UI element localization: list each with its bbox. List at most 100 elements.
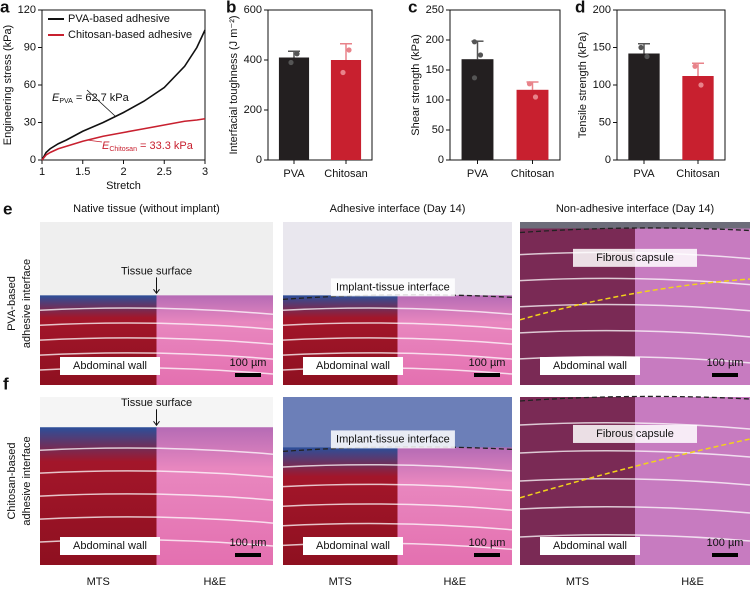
annotation-leader bbox=[86, 89, 116, 117]
x-tick-label: PVA bbox=[633, 168, 655, 180]
x-tick-label: Chitosan bbox=[324, 168, 367, 180]
annotation-box bbox=[60, 357, 160, 375]
data-point bbox=[698, 82, 704, 88]
fiber bbox=[519, 303, 751, 312]
scale-bar bbox=[235, 553, 261, 557]
y-tick-label: 200 bbox=[593, 4, 611, 16]
y-tick-label: 120 bbox=[18, 4, 36, 16]
x-tick-label: 2.5 bbox=[157, 166, 172, 178]
fiber bbox=[39, 322, 274, 330]
bar bbox=[461, 59, 494, 161]
scale-bar bbox=[235, 373, 261, 377]
data-point bbox=[471, 75, 478, 81]
scale-bar bbox=[474, 553, 500, 557]
data-point bbox=[340, 69, 346, 76]
y-tick-label: 0 bbox=[30, 154, 36, 166]
interface-line bbox=[519, 395, 751, 402]
data-point bbox=[477, 52, 484, 58]
row-label: Chitosan-based bbox=[6, 442, 18, 519]
column-header: Non-adhesive interface (Day 14) bbox=[556, 203, 714, 215]
y-tick-label: 100 bbox=[593, 79, 611, 91]
annotation: EChitosan = 33.3 kPa bbox=[102, 140, 194, 153]
column-header: Adhesive interface (Day 14) bbox=[330, 203, 466, 215]
scale-bar-label: 100 µm bbox=[707, 537, 744, 549]
bar bbox=[682, 76, 714, 160]
y-tick-label: 50 bbox=[599, 116, 611, 128]
panel-letter: f bbox=[3, 374, 9, 393]
y-axis-label: Interfacial toughness (J m⁻²) bbox=[228, 15, 240, 154]
image-annotation: Abdominal wall bbox=[73, 540, 147, 552]
fiber bbox=[519, 478, 751, 486]
data-point bbox=[471, 39, 478, 45]
data-point bbox=[346, 47, 352, 53]
fiber bbox=[39, 447, 274, 455]
data-point bbox=[294, 51, 300, 57]
y-tick-label: 50 bbox=[432, 124, 444, 136]
row-label: PVA-based bbox=[6, 276, 18, 331]
annotation-symbol: E bbox=[102, 140, 110, 152]
annotation-box bbox=[540, 537, 640, 555]
legend-label: PVA-based adhesive bbox=[68, 13, 170, 25]
fiber bbox=[519, 450, 751, 458]
image-annotation: Abdominal wall bbox=[73, 360, 147, 372]
x-tick-label: 1 bbox=[39, 166, 45, 178]
fiber bbox=[519, 277, 751, 286]
x-tick-label: 1.5 bbox=[75, 166, 90, 178]
annotation: EPVA = 62.7 kPa bbox=[52, 92, 130, 105]
y-axis-label: Engineering stress (kPa) bbox=[2, 25, 14, 145]
annotation-box bbox=[540, 357, 640, 375]
y-tick-label: 200 bbox=[426, 34, 444, 46]
annotation-box bbox=[330, 278, 455, 297]
annotation-symbol: E bbox=[52, 92, 60, 104]
y-tick-label: 250 bbox=[426, 4, 444, 16]
panel-letter: c bbox=[408, 0, 417, 16]
image-annotation: Implant-tissue interface bbox=[336, 281, 450, 293]
x-tick-label: 2 bbox=[120, 166, 126, 178]
data-point bbox=[526, 81, 533, 87]
interface-line bbox=[519, 227, 751, 234]
scale-bar-label: 100 µm bbox=[469, 537, 506, 549]
annotation-subscript: PVA bbox=[59, 98, 73, 105]
y-tick-label: 30 bbox=[24, 116, 36, 128]
annotation-box bbox=[330, 430, 455, 449]
x-tick-label: PVA bbox=[283, 168, 305, 180]
fiber bbox=[39, 307, 274, 316]
fiber bbox=[282, 464, 513, 472]
y-tick-label: 150 bbox=[593, 41, 611, 53]
fiber bbox=[282, 337, 513, 345]
annotation-box bbox=[303, 537, 403, 555]
x-axis-label: Stretch bbox=[106, 180, 141, 192]
data-point bbox=[638, 44, 644, 51]
y-tick-label: 0 bbox=[438, 154, 444, 166]
row-label: adhesive interface bbox=[21, 436, 33, 525]
data-point bbox=[644, 53, 650, 60]
data-point bbox=[532, 94, 539, 100]
annotation-arrow bbox=[153, 277, 160, 295]
bar bbox=[516, 89, 549, 160]
y-tick-label: 60 bbox=[24, 79, 36, 91]
y-tick-label: 0 bbox=[605, 154, 611, 166]
bar bbox=[330, 60, 362, 160]
image-annotation: Tissue surface bbox=[121, 397, 192, 409]
stain-label: H&E bbox=[203, 576, 226, 588]
data-point bbox=[692, 63, 698, 69]
fiber bbox=[39, 470, 274, 478]
y-tick-label: 400 bbox=[244, 54, 262, 66]
image-annotation: Abdominal wall bbox=[316, 540, 390, 552]
annotation-value: = 33.3 kPa bbox=[140, 140, 194, 152]
image-annotation: Implant-tissue interface bbox=[336, 433, 450, 445]
data-line bbox=[41, 117, 206, 161]
fiber bbox=[282, 307, 513, 316]
bar bbox=[278, 57, 310, 160]
panel-letter: a bbox=[0, 0, 10, 16]
scale-bar bbox=[474, 373, 500, 377]
stain-label: MTS bbox=[87, 576, 110, 588]
image-annotation: Abdominal wall bbox=[553, 360, 627, 372]
scale-bar bbox=[712, 373, 738, 377]
bar bbox=[628, 53, 660, 160]
y-axis-label: Tensile strength (kPa) bbox=[577, 32, 589, 138]
scale-bar bbox=[712, 553, 738, 557]
stain-label: MTS bbox=[329, 576, 352, 588]
x-tick-label: 3 bbox=[202, 166, 208, 178]
